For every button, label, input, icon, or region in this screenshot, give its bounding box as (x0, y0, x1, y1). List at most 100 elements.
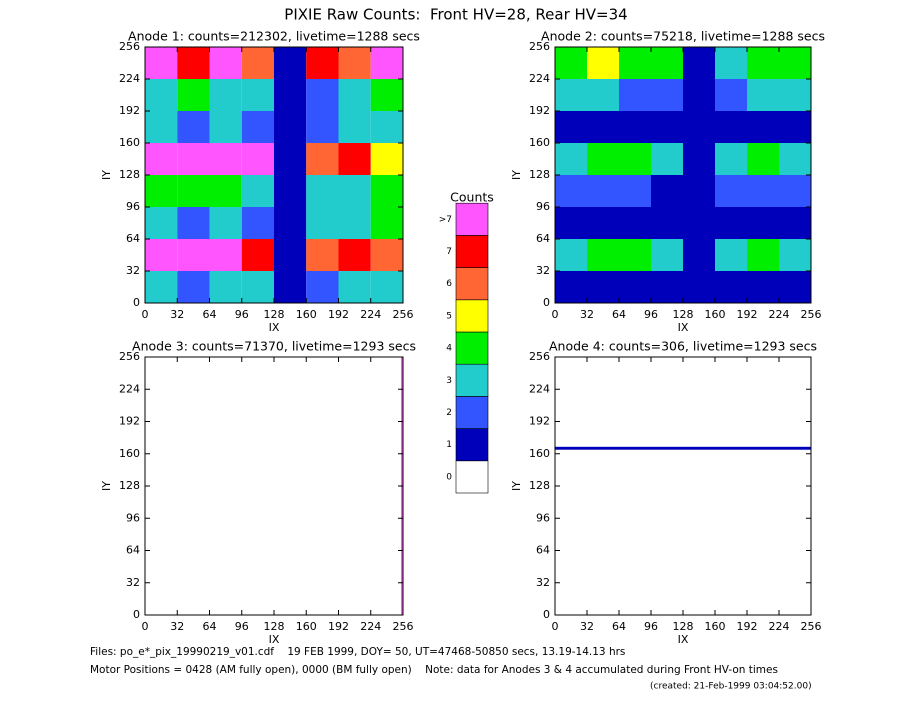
heat-cell (619, 47, 651, 79)
colorbar-label: 1 (446, 440, 452, 450)
heat-cell (715, 271, 747, 303)
heat-cell (209, 111, 242, 143)
x-tick-label: 224 (360, 620, 381, 633)
heat-cell (683, 271, 715, 303)
heat-cell (177, 239, 210, 271)
heat-cell (683, 175, 715, 207)
x-tick-label: 96 (644, 620, 658, 633)
x-tick-label: 64 (203, 308, 217, 321)
x-tick-label: 192 (328, 308, 349, 321)
heat-cell (177, 271, 210, 303)
heat-cell (177, 143, 210, 175)
colorbar-label: 3 (446, 376, 452, 386)
heat-cell (209, 47, 242, 79)
heat-cell (209, 175, 242, 207)
heat-cell (338, 111, 371, 143)
heat-cell (619, 79, 651, 111)
heat-cell (241, 175, 274, 207)
y-tick-label: 96 (126, 511, 140, 524)
x-tick-label: 256 (393, 308, 414, 321)
heat-cell (241, 271, 274, 303)
x-axis-label: IX (269, 633, 280, 646)
y-tick-label: 192 (529, 104, 550, 117)
heat-cell (555, 449, 811, 615)
heat-cell (715, 175, 747, 207)
heat-cell (145, 79, 178, 111)
heat-cell (779, 47, 811, 79)
colorbar-cell (455, 202, 489, 236)
heat-cell (306, 175, 339, 207)
y-tick-label: 64 (126, 232, 140, 245)
heat-cell (241, 143, 274, 175)
heat-cell (370, 271, 403, 303)
heat-cell (555, 143, 587, 175)
heat-cell (306, 79, 339, 111)
heat-cell (274, 143, 307, 175)
y-tick-label: 0 (543, 608, 550, 621)
x-tick-label: 32 (580, 308, 594, 321)
heat-cell (587, 111, 619, 143)
y-tick-label: 0 (543, 296, 550, 309)
heat-cell (779, 239, 811, 271)
panel-title: Anode 1: counts=212302, livetime=1288 se… (128, 29, 420, 44)
heat-cell (651, 239, 683, 271)
y-tick-label: 64 (536, 544, 550, 557)
colorbar-title: Counts (450, 190, 494, 205)
heat-cell (747, 79, 779, 111)
y-tick-label: 96 (536, 200, 550, 213)
heat-cell (145, 357, 401, 615)
heat-cell (338, 143, 371, 175)
heat-cell (555, 357, 811, 447)
heat-cell (274, 207, 307, 239)
heat-cell (747, 111, 779, 143)
footer-files: Files: po_e*_pix_19990219_v01.cdf 19 FEB… (90, 646, 625, 658)
heat-cell (587, 239, 619, 271)
heat-cell (747, 239, 779, 271)
heat-cell (274, 47, 307, 79)
heat-cell (779, 143, 811, 175)
y-axis-label: IY (510, 481, 523, 491)
y-tick-label: 128 (119, 168, 140, 181)
heat-cell (145, 143, 178, 175)
heat-cell (651, 79, 683, 111)
heat-cell (370, 79, 403, 111)
heat-cell (619, 111, 651, 143)
colorbar-cell (455, 235, 489, 268)
heat-cell (274, 271, 307, 303)
heat-cell (145, 239, 178, 271)
heat-cell (715, 207, 747, 239)
x-tick-label: 64 (203, 620, 217, 633)
heat-cell (619, 239, 651, 271)
heat-cell (209, 207, 242, 239)
heat-cell (747, 207, 779, 239)
y-tick-label: 128 (529, 479, 550, 492)
colorbar-cell (455, 396, 489, 429)
heat-cell (241, 239, 274, 271)
heat-cell (715, 239, 747, 271)
heat-cell (209, 271, 242, 303)
y-tick-label: 256 (119, 40, 140, 53)
x-tick-label: 96 (235, 620, 249, 633)
y-tick-label: 160 (119, 136, 140, 149)
heat-cell (619, 175, 651, 207)
heat-cell (587, 207, 619, 239)
heat-cell (555, 207, 587, 239)
heat-cell (619, 207, 651, 239)
heat-cell (338, 239, 371, 271)
heat-cell (177, 111, 210, 143)
heat-cell (683, 111, 715, 143)
colorbar-label: 5 (446, 311, 452, 321)
y-tick-label: 160 (119, 447, 140, 460)
y-tick-label: 224 (529, 72, 550, 85)
heat-cell (177, 79, 210, 111)
footer-motor: Motor Positions = 0428 (AM fully open), … (90, 664, 778, 676)
heat-cell (555, 446, 811, 450)
y-tick-label: 256 (119, 350, 140, 363)
x-tick-label: 0 (142, 620, 149, 633)
heat-cell (306, 207, 339, 239)
heat-cell (651, 207, 683, 239)
heat-cell (177, 47, 210, 79)
x-tick-label: 160 (705, 308, 726, 321)
heat-cell (209, 79, 242, 111)
x-tick-label: 64 (612, 308, 626, 321)
